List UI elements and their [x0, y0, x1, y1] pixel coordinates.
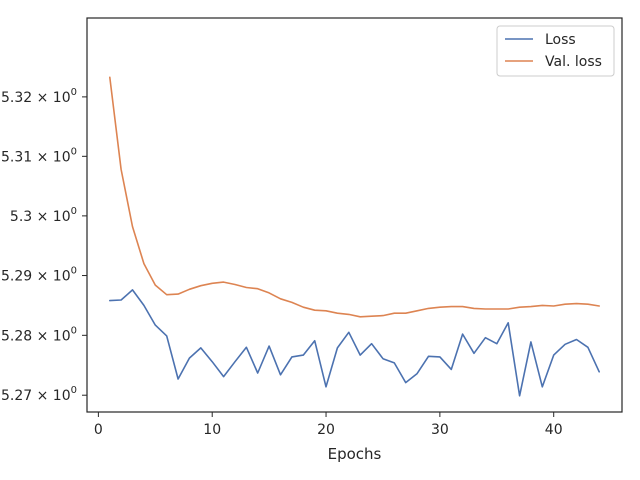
- y-tick-label: 5.27 × 100: [1, 385, 77, 404]
- y-tick-label: 5.31 × 100: [1, 146, 77, 165]
- y-tick-label: 5.29 × 100: [1, 266, 77, 285]
- x-tick-label: 10: [203, 422, 221, 438]
- x-tick-label: 40: [545, 422, 563, 438]
- x-tick-label: 20: [317, 422, 335, 438]
- y-tick-label: 5.32 × 100: [1, 87, 77, 106]
- series-line-val-loss: [109, 76, 601, 318]
- y-tick-label: 5.28 × 100: [1, 325, 77, 344]
- x-axis: 0 10 20 30 40: [94, 412, 563, 438]
- x-axis-label: Epochs: [328, 445, 382, 463]
- x-tick-label: 0: [94, 422, 103, 438]
- series-layer: [109, 76, 601, 397]
- y-tick-label: 5.3 × 100: [10, 206, 77, 225]
- legend-label-loss: Loss: [545, 32, 576, 48]
- legend-label-val-loss: Val. loss: [545, 54, 602, 70]
- series-line-loss: [109, 289, 601, 397]
- plot-frame: [86, 17, 623, 413]
- legend: Loss Val. loss: [496, 25, 615, 77]
- y-axis: 5.27 × 100 5.28 × 100 5.29 × 100 5.3 × 100 5…: [1, 87, 87, 404]
- x-tick-label: 30: [431, 422, 449, 438]
